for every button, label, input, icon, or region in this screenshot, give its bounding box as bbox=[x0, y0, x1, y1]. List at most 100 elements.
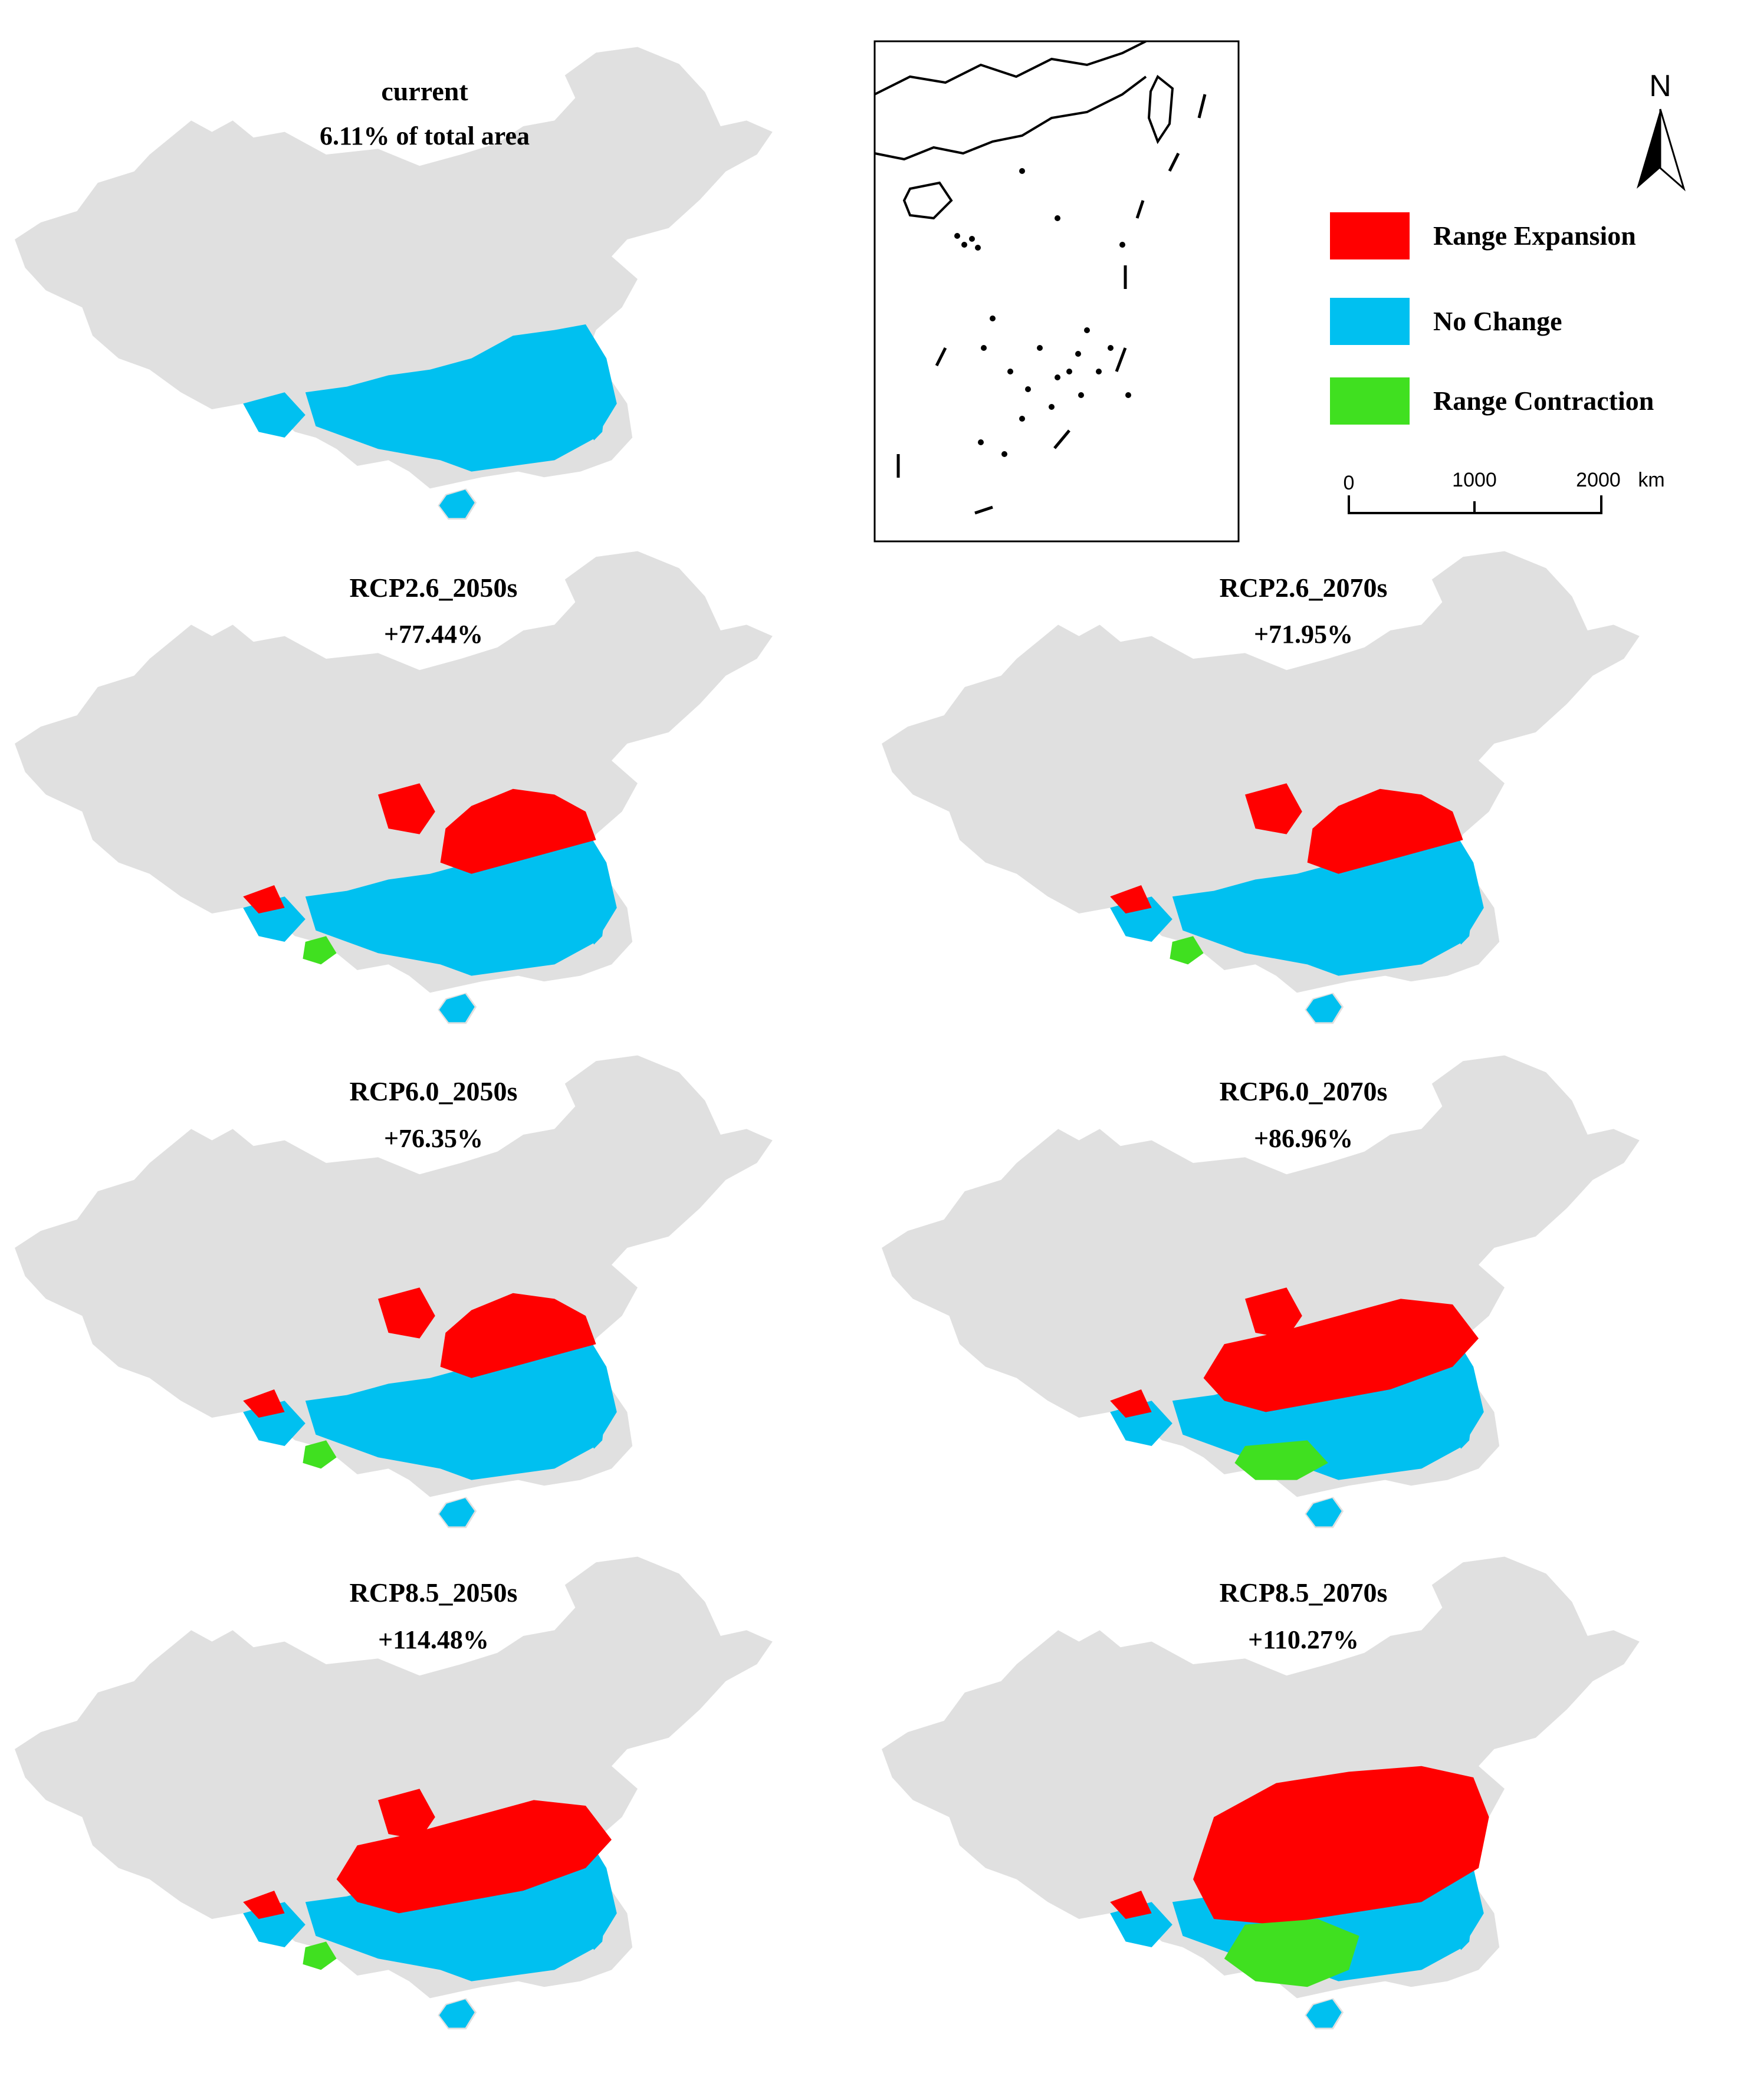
inset-island bbox=[1108, 345, 1114, 351]
inset-islands bbox=[954, 168, 1131, 457]
inset-island bbox=[981, 345, 987, 351]
north-arrow-left-half bbox=[1637, 109, 1660, 189]
inset-island bbox=[969, 236, 975, 242]
map-panel-current bbox=[15, 47, 773, 520]
expansion-area bbox=[1110, 1891, 1152, 1919]
inset-island bbox=[954, 233, 960, 239]
map-subtitle: +86.96% bbox=[1254, 1124, 1353, 1153]
legend: Range Expansion No Change Range Contractio… bbox=[1330, 212, 1654, 425]
inset-island bbox=[1025, 386, 1031, 392]
inset-island bbox=[1007, 369, 1013, 374]
map-subtitle: 6.11% of total area bbox=[320, 121, 530, 150]
scale-unit: km bbox=[1638, 469, 1664, 491]
no-change-area bbox=[587, 1905, 606, 1950]
expansion-area bbox=[1245, 1287, 1302, 1339]
legend-label: Range Contraction bbox=[1433, 386, 1654, 416]
inset-island bbox=[990, 316, 996, 321]
inset-map bbox=[873, 40, 1240, 543]
expansion-area bbox=[378, 783, 435, 834]
expansion-area bbox=[1245, 783, 1302, 834]
no-change-area bbox=[1306, 1498, 1342, 1527]
inset-taiwan bbox=[1147, 74, 1174, 144]
no-change-area bbox=[1172, 829, 1484, 976]
no-change-area bbox=[1306, 994, 1342, 1023]
contraction-area bbox=[1224, 1919, 1359, 1987]
map-panel-rcp60_2070 bbox=[882, 1055, 1640, 1529]
no-change-area bbox=[587, 1404, 606, 1449]
inset-island bbox=[1019, 168, 1025, 174]
map-title: RCP6.0_2070s bbox=[1220, 1076, 1388, 1106]
map-panel-rcp26_2050 bbox=[15, 551, 773, 1024]
map-subtitle: +114.48% bbox=[378, 1625, 489, 1654]
contraction-area bbox=[303, 1440, 337, 1469]
scale-tick-0: 0 bbox=[1344, 472, 1355, 494]
north-arrow-right-half bbox=[1659, 109, 1686, 192]
map-subtitle: +77.44% bbox=[384, 620, 483, 649]
no-change-area bbox=[1306, 1999, 1342, 2028]
contraction-area bbox=[1234, 1440, 1328, 1480]
inset-island bbox=[1078, 392, 1084, 398]
inset-dash-lines bbox=[896, 94, 1207, 515]
expansion-area bbox=[243, 1389, 285, 1418]
inset-hainan bbox=[902, 181, 953, 220]
map-title: RCP6.0_2050s bbox=[350, 1076, 518, 1106]
legend-label: No Change bbox=[1433, 306, 1562, 336]
scale-tick-1000: 1000 bbox=[1452, 469, 1497, 491]
no-change-area bbox=[1454, 1404, 1473, 1449]
expansion-area bbox=[440, 1293, 596, 1378]
expansion-area bbox=[378, 1287, 435, 1339]
legend-swatch-expansion bbox=[1330, 212, 1410, 259]
expansion-area bbox=[1307, 788, 1463, 874]
no-change-area bbox=[439, 489, 475, 518]
map-title: RCP8.5_2050s bbox=[350, 1578, 518, 1608]
map-title: current bbox=[381, 76, 468, 106]
expansion-area bbox=[1203, 1299, 1479, 1412]
inset-island bbox=[1049, 404, 1055, 410]
map-panel-rcp26_2070 bbox=[882, 551, 1640, 1024]
map-panel-rcp60_2050 bbox=[15, 1055, 773, 1529]
legend-label: Range Expansion bbox=[1433, 221, 1636, 251]
expansion-area bbox=[440, 788, 596, 874]
map-title: RCP8.5_2070s bbox=[1220, 1578, 1388, 1608]
inset-island bbox=[1096, 369, 1102, 374]
north-arrow: N bbox=[1637, 69, 1686, 192]
no-change-area bbox=[1454, 1905, 1473, 1950]
expansion-area bbox=[336, 1800, 612, 1914]
inset-island bbox=[1037, 345, 1043, 351]
expansion-area bbox=[243, 885, 285, 913]
contraction-area bbox=[1170, 936, 1204, 965]
inset-coastline bbox=[874, 40, 1147, 161]
no-change-area bbox=[243, 392, 306, 438]
contraction-area bbox=[303, 936, 337, 965]
map-title: RCP2.6_2070s bbox=[1220, 573, 1388, 603]
no-change-area bbox=[439, 1498, 475, 1527]
inset-island bbox=[961, 242, 967, 248]
inset-island bbox=[1084, 327, 1090, 333]
legend-swatch-contraction bbox=[1330, 377, 1410, 425]
map-subtitle: +76.35% bbox=[384, 1124, 483, 1153]
scale-bar-line bbox=[1348, 495, 1602, 514]
inset-island bbox=[1075, 351, 1081, 357]
no-change-area bbox=[305, 1333, 617, 1480]
map-subtitle: +71.95% bbox=[1254, 620, 1353, 649]
inset-island bbox=[1119, 242, 1125, 248]
expansion-area bbox=[243, 1891, 285, 1919]
scale-tick-2000: 2000 bbox=[1576, 469, 1621, 491]
map-panel-rcp85_2050 bbox=[15, 1556, 773, 2030]
inset-island bbox=[1019, 416, 1025, 422]
no-change-area bbox=[305, 324, 617, 472]
no-change-area bbox=[587, 395, 606, 441]
contraction-area bbox=[303, 1941, 337, 1970]
no-change-area bbox=[305, 829, 617, 976]
map-panel-rcp85_2070 bbox=[882, 1556, 1640, 2030]
inset-island bbox=[1055, 374, 1060, 380]
inset-island bbox=[1066, 369, 1072, 374]
inset-frame bbox=[873, 40, 1240, 543]
map-title: RCP2.6_2050s bbox=[350, 573, 518, 603]
inset-island bbox=[1125, 392, 1131, 398]
no-change-area bbox=[439, 1999, 475, 2028]
inset-island bbox=[1055, 215, 1060, 221]
no-change-area bbox=[439, 994, 475, 1023]
inset-island bbox=[978, 439, 984, 445]
